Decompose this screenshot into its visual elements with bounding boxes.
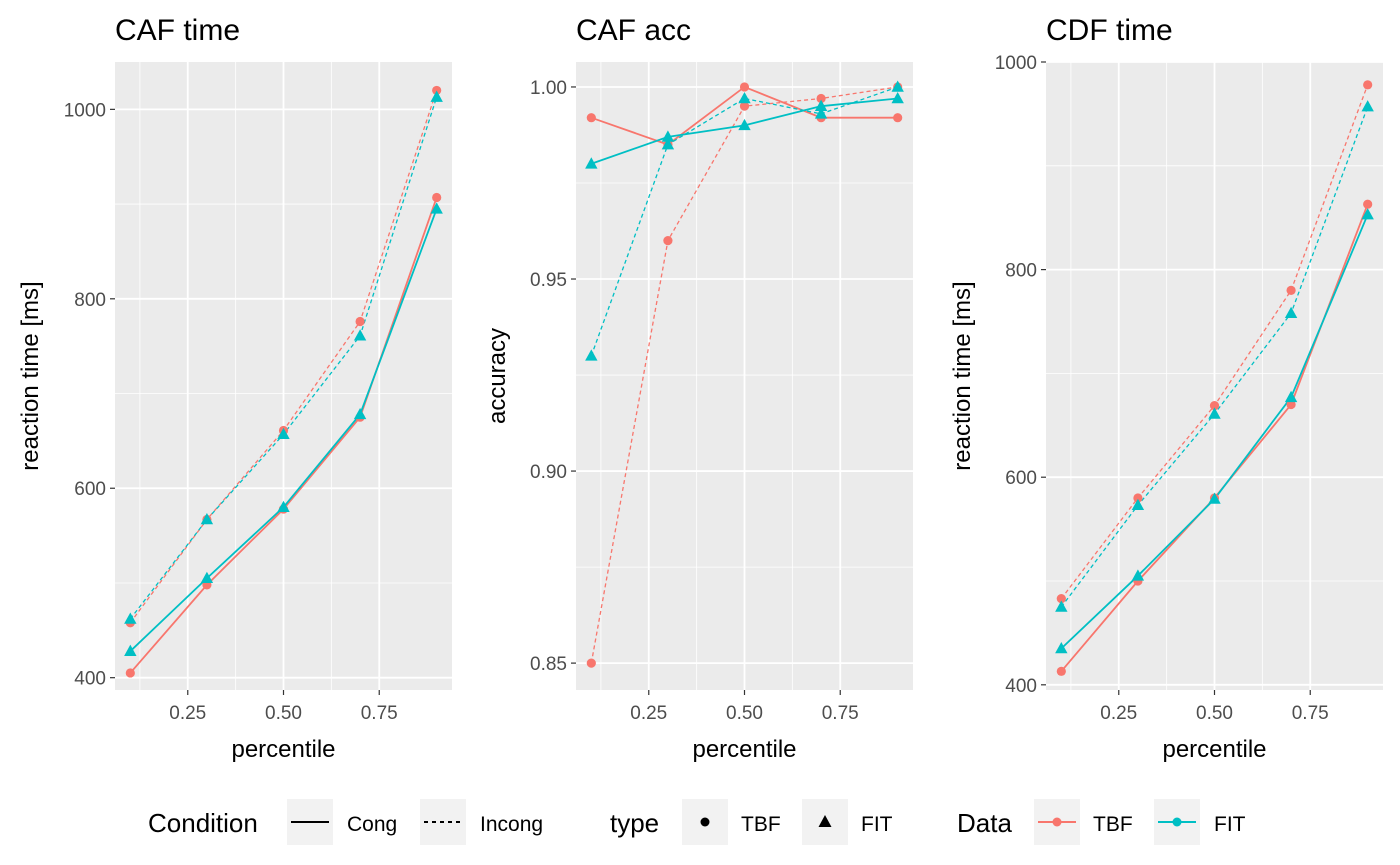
data-point-circle bbox=[1363, 80, 1373, 90]
chart-panels: 0.25 0.50 0.75 400 600 800 1000 CAF time percent… bbox=[17, 14, 1383, 763]
data-point-triangle bbox=[430, 202, 443, 214]
x-tick-label: 0.75 bbox=[1292, 703, 1329, 724]
data-point-circle bbox=[1286, 399, 1296, 410]
data-point-circle bbox=[893, 113, 903, 123]
y-axis-label: reaction time [ms] bbox=[17, 281, 44, 470]
y-tick-label: 0.95 bbox=[530, 270, 567, 291]
data-point-triangle bbox=[200, 513, 214, 525]
series-line-fit-incong bbox=[590, 86, 898, 357]
data-point-triangle bbox=[353, 407, 367, 420]
legend-tbf-dot-icon bbox=[1052, 817, 1062, 827]
x-tick-label: 0.50 bbox=[1196, 703, 1233, 724]
data-point-circle bbox=[739, 82, 750, 92]
data-point-triangle bbox=[661, 138, 675, 150]
data-point-triangle bbox=[585, 349, 598, 361]
data-point-circle bbox=[1286, 285, 1296, 295]
data-point-triangle bbox=[277, 427, 290, 440]
x-tick-label: 0.50 bbox=[726, 703, 763, 724]
legend-data-title: Data bbox=[957, 808, 1012, 838]
data-point-triangle bbox=[124, 612, 137, 624]
data-point-circle bbox=[355, 316, 365, 327]
legend-type-title: type bbox=[610, 808, 659, 838]
y-axis-label: accuracy bbox=[484, 328, 511, 424]
data-point-triangle bbox=[1208, 492, 1221, 504]
data-point-triangle bbox=[891, 91, 904, 104]
data-point-circle bbox=[1363, 199, 1373, 209]
y-tick-label: 400 bbox=[74, 669, 106, 690]
legend: Condition Cong Incong type TBF FIT Data … bbox=[148, 799, 1246, 845]
y-tick-label: 800 bbox=[1005, 261, 1037, 282]
data-point-triangle bbox=[124, 644, 137, 656]
y-tick-label: 400 bbox=[1005, 676, 1037, 697]
y-tick-label: 800 bbox=[74, 290, 106, 311]
data-point-triangle bbox=[1208, 407, 1221, 419]
data-point-triangle bbox=[661, 130, 675, 142]
data-point-triangle bbox=[1361, 100, 1374, 112]
data-point-circle bbox=[586, 658, 596, 668]
panel-cdf-time: 0.25 0.50 0.75 400 600 800 1000 CDF time percent… bbox=[949, 14, 1383, 763]
data-point-triangle bbox=[430, 90, 443, 102]
data-point-triangle bbox=[1131, 498, 1145, 511]
x-tick-label: 0.75 bbox=[361, 703, 398, 724]
data-point-triangle bbox=[1361, 208, 1374, 220]
data-point-circle bbox=[586, 113, 596, 123]
legend-triangle-icon bbox=[818, 815, 832, 827]
legend-fit-dot-icon bbox=[1172, 817, 1182, 827]
data-point-triangle bbox=[353, 329, 367, 341]
data-point-circle bbox=[1209, 400, 1220, 411]
x-axis-label: percentile bbox=[1162, 736, 1266, 763]
data-point-circle bbox=[432, 192, 442, 203]
panel-caf-acc: 0.25 0.50 0.75 0.85 0.90 0.95 1.00 CAF acc perce… bbox=[484, 14, 913, 763]
panel-caf-time: 0.25 0.50 0.75 400 600 800 1000 CAF time percent… bbox=[17, 14, 452, 763]
data-point-triangle bbox=[738, 118, 751, 131]
legend-type-tbf: TBF bbox=[741, 813, 781, 836]
x-axis-label: percentile bbox=[231, 736, 335, 763]
data-point-triangle bbox=[814, 99, 828, 111]
y-tick-label: 1.00 bbox=[530, 78, 567, 99]
legend-condition-title: Condition bbox=[148, 808, 258, 838]
data-point-triangle bbox=[585, 157, 598, 169]
data-point-triangle bbox=[200, 571, 214, 584]
chart-title: CAF acc bbox=[576, 14, 691, 47]
x-tick-label: 0.75 bbox=[822, 703, 859, 724]
x-tick-label: 0.25 bbox=[1100, 703, 1137, 724]
data-point-triangle bbox=[1284, 306, 1298, 318]
x-tick-label: 0.50 bbox=[265, 703, 302, 724]
data-point-triangle bbox=[1284, 390, 1298, 403]
data-point-circle bbox=[739, 101, 750, 111]
y-tick-label: 1000 bbox=[64, 100, 106, 121]
legend-data-tbf: TBF bbox=[1093, 813, 1133, 836]
data-point-circle bbox=[663, 236, 673, 246]
data-point-circle bbox=[432, 85, 442, 96]
legend-circle-icon bbox=[700, 817, 710, 827]
y-axis-label: reaction time [ms] bbox=[949, 281, 976, 470]
data-point-triangle bbox=[891, 80, 904, 92]
data-point-circle bbox=[1056, 666, 1066, 676]
y-tick-label: 1000 bbox=[995, 53, 1037, 74]
data-point-triangle bbox=[738, 91, 751, 104]
data-point-circle bbox=[1133, 493, 1143, 503]
data-point-triangle bbox=[1131, 569, 1145, 581]
legend-data-fit: FIT bbox=[1214, 813, 1246, 836]
data-point-triangle bbox=[277, 500, 290, 512]
data-point-circle bbox=[1056, 594, 1066, 604]
data-point-triangle bbox=[1055, 600, 1068, 612]
legend-condition-incong: Incong bbox=[480, 813, 543, 836]
y-tick-label: 600 bbox=[74, 479, 106, 500]
x-tick-label: 0.25 bbox=[169, 703, 206, 724]
legend-type-fit: FIT bbox=[861, 813, 893, 836]
y-tick-label: 600 bbox=[1005, 468, 1037, 489]
data-point-circle bbox=[125, 668, 135, 678]
chart-title: CDF time bbox=[1046, 14, 1173, 47]
x-tick-label: 0.25 bbox=[630, 703, 667, 724]
legend-condition-cong: Cong bbox=[347, 813, 397, 836]
x-axis-label: percentile bbox=[692, 736, 796, 763]
data-point-circle bbox=[816, 93, 826, 104]
y-tick-label: 0.90 bbox=[530, 462, 567, 483]
chart-title: CAF time bbox=[115, 14, 240, 47]
data-point-triangle bbox=[814, 107, 828, 119]
data-point-triangle bbox=[1055, 641, 1068, 654]
y-tick-label: 0.85 bbox=[530, 654, 567, 675]
